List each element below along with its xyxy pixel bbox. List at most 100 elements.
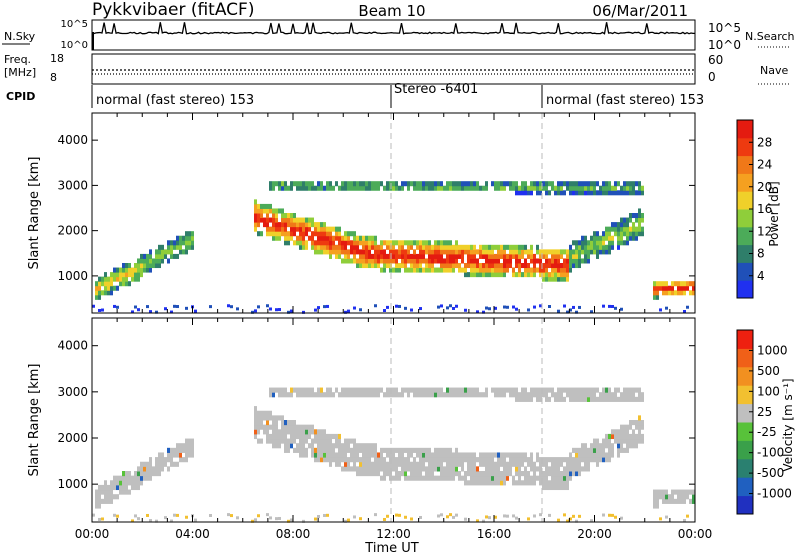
power-cell — [602, 181, 605, 187]
velocity-cell — [170, 461, 173, 467]
power-cell — [443, 267, 446, 273]
velocity-cell — [632, 443, 635, 449]
power-cell — [371, 258, 374, 264]
velocity-cell — [305, 424, 308, 430]
velocity-cell — [380, 447, 383, 453]
velocity-cell — [329, 447, 332, 453]
velocity-cell — [92, 513, 95, 517]
nave-tick-top: 60 — [708, 53, 723, 67]
velocity-cell — [287, 438, 290, 444]
power-cell — [539, 272, 542, 278]
velocity-cell — [659, 489, 662, 495]
power-cell — [362, 244, 365, 250]
velocity-cell — [596, 387, 599, 393]
velocity-cell — [611, 396, 614, 402]
velocity-cell — [494, 480, 497, 486]
power-cell — [470, 263, 473, 269]
velocity-cell — [365, 461, 368, 467]
velocity-cell — [485, 387, 488, 393]
velocity-colorbar-swatch — [737, 495, 753, 515]
power-cell — [365, 263, 368, 269]
power-cell — [278, 181, 281, 187]
velocity-cell — [275, 429, 278, 435]
velocity-cell — [389, 392, 392, 398]
power-cell — [566, 267, 569, 273]
power-cell — [554, 267, 557, 273]
power-cell — [113, 272, 116, 278]
velocity-cell — [98, 484, 101, 491]
velocity-cell — [323, 443, 326, 449]
velocity-cell — [671, 494, 674, 500]
power-cell — [287, 213, 290, 219]
power-cell — [137, 258, 140, 264]
power-cell — [368, 185, 371, 191]
velocity-cell — [635, 387, 638, 393]
velocity-cell — [554, 392, 557, 398]
velocity-cell — [317, 433, 320, 440]
power-cell — [299, 217, 302, 223]
power-cell — [626, 235, 629, 241]
velocity-cell — [620, 396, 623, 402]
power-cell — [464, 272, 467, 278]
velocity-cell — [509, 471, 512, 477]
velocity-cell — [371, 471, 374, 477]
velocity-cell — [545, 396, 548, 402]
power-cell — [467, 258, 470, 264]
power-cell — [302, 244, 305, 250]
cpid-segment-2: Stereo -6401 — [394, 82, 478, 97]
power-cell — [341, 235, 344, 241]
power-cell — [335, 181, 338, 187]
power-cell — [431, 249, 434, 255]
velocity-cell — [275, 415, 278, 421]
power-cell — [578, 253, 581, 259]
velocity-cell — [515, 471, 518, 477]
power-cell — [620, 240, 623, 246]
power-cell — [404, 181, 407, 187]
velocity-cell — [440, 392, 443, 398]
power-cell — [605, 226, 608, 232]
power-cell — [464, 308, 467, 312]
velocity-cell — [488, 466, 491, 472]
velocity-cell — [125, 489, 128, 495]
velocity-cell — [404, 515, 407, 519]
velocity-cell — [554, 480, 557, 486]
velocity-cell — [638, 438, 641, 444]
velocity-cell — [341, 466, 344, 472]
power-cell — [266, 226, 269, 232]
velocity-cell — [584, 443, 587, 449]
velocity-cell — [296, 387, 299, 393]
power-cell — [440, 181, 443, 187]
velocity-ylabel: Slant Range [km] — [27, 364, 42, 477]
velocity-cell — [632, 387, 635, 393]
velocity-cell — [323, 438, 326, 444]
velocity-cell — [323, 429, 326, 435]
velocity-cell — [386, 452, 389, 458]
power-cell — [641, 226, 644, 232]
power-cell — [332, 185, 335, 191]
power-cell — [263, 217, 266, 223]
power-cell — [554, 185, 557, 191]
power-cell — [515, 185, 518, 191]
velocity-cell — [326, 513, 329, 517]
velocity-cell — [344, 443, 347, 449]
power-cell — [170, 244, 173, 250]
power-cell — [524, 185, 527, 191]
velocity-cell — [398, 452, 401, 458]
power-cell — [449, 253, 452, 259]
velocity-cell — [500, 471, 503, 477]
power-cell — [440, 267, 443, 273]
velocity-cell — [509, 461, 512, 467]
power-cell — [413, 258, 416, 264]
power-cell — [266, 213, 269, 219]
velocity-cell — [506, 514, 509, 518]
power-cell — [605, 235, 608, 241]
velocity-cell — [629, 396, 632, 402]
velocity-cell — [353, 452, 356, 458]
power-cell — [452, 249, 455, 255]
power-cell — [461, 258, 464, 264]
velocity-cell — [449, 452, 452, 458]
power-cell — [284, 240, 287, 246]
x-axis-label: Time UT — [364, 541, 418, 554]
power-cell — [257, 203, 260, 209]
velocity-cell — [299, 429, 302, 435]
